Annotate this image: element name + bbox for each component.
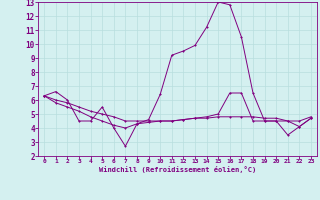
X-axis label: Windchill (Refroidissement éolien,°C): Windchill (Refroidissement éolien,°C) <box>99 166 256 173</box>
